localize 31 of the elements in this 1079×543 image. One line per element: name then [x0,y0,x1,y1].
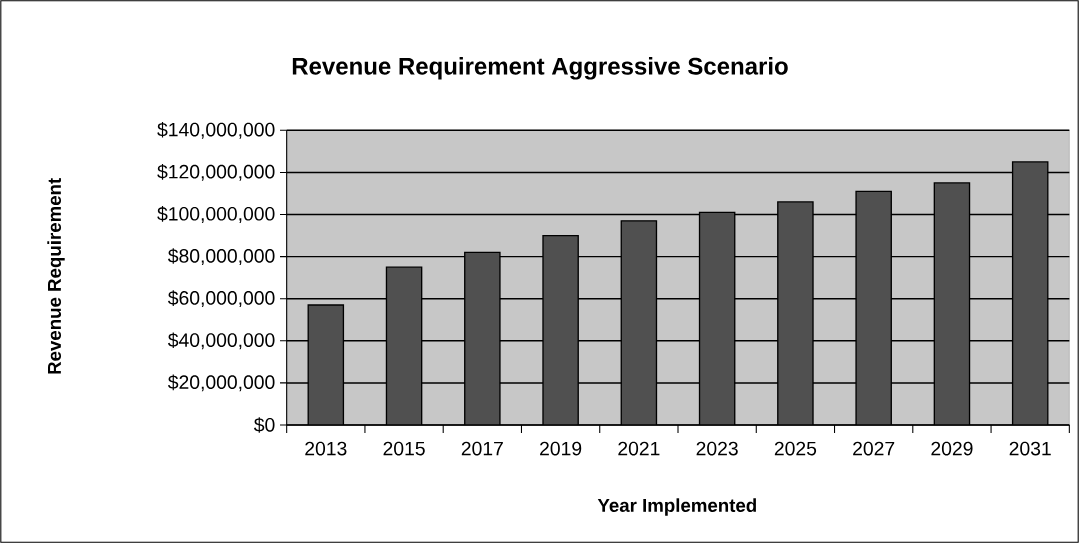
y-axis-title: Revenue Requirement [47,178,65,374]
x-tick-label: 2019 [540,441,582,456]
y-tick-label: $40,000,000 [168,332,275,350]
x-axis-title: Year Implemented [597,498,756,516]
y-tick-label: $0 [254,417,275,433]
bar [385,266,423,425]
y-tick-label: $120,000,000 [157,164,275,181]
bar [542,234,579,425]
bar [855,190,892,425]
y-tick-label: $80,000,000 [168,248,275,265]
x-tick-label: 2029 [931,441,973,456]
x-tick-label: 2025 [774,441,817,456]
bar [1011,161,1049,425]
bar [777,201,814,425]
x-tick-label: 2023 [696,441,738,456]
x-tick-label: 2031 [1009,441,1051,456]
y-tick-label: $140,000,000 [157,121,275,139]
bar [933,182,971,425]
bar [698,211,736,425]
y-tick-label: $60,000,000 [168,290,275,308]
chart-title: Revenue Requirement Aggressive Scenario [292,57,788,80]
bar [464,251,501,425]
x-tick-label: 2021 [618,441,660,456]
y-tick-label: $100,000,000 [157,206,275,223]
x-tick-label: 2027 [853,441,895,456]
x-tick-label: 2015 [383,441,425,456]
x-tick-label: 2013 [305,441,347,456]
bar [620,220,658,425]
y-tick-label: $20,000,000 [168,374,275,392]
x-tick-label: 2017 [461,441,503,456]
bar [307,304,345,425]
